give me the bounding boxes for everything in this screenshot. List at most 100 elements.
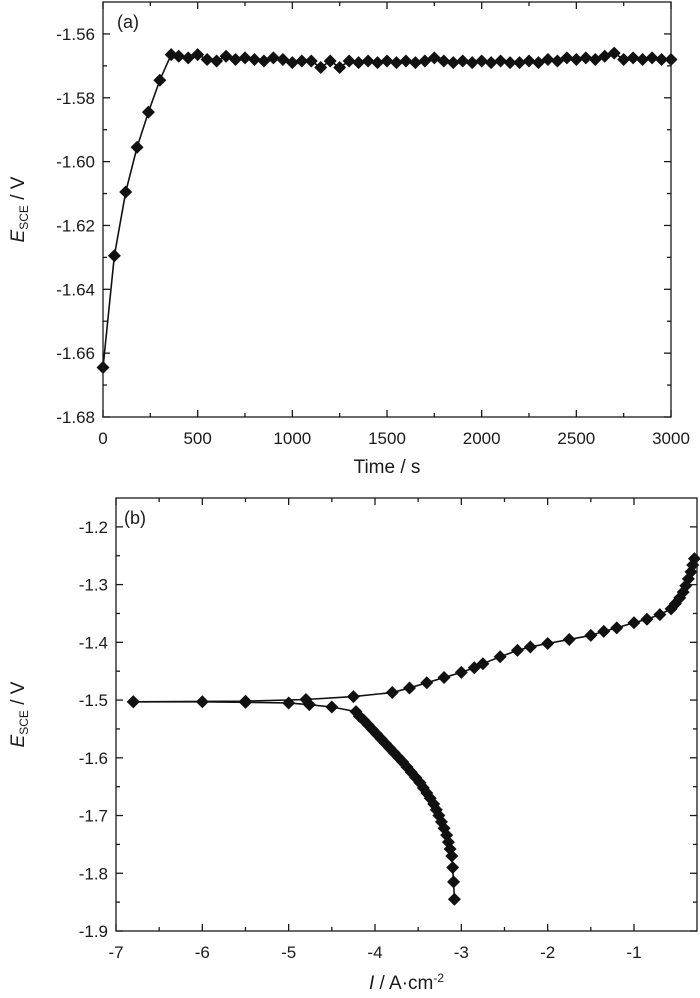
x-tick-label: 3000: [652, 429, 690, 448]
data-point-marker: [584, 628, 598, 642]
data-point-marker: [522, 54, 536, 68]
data-point-marker: [141, 105, 155, 119]
data-point-marker: [342, 54, 356, 68]
data-point-marker: [503, 56, 517, 70]
x-axis: -7 -6 -5 -4 -3 -2 -1: [108, 498, 642, 962]
data-point-marker: [523, 640, 537, 654]
data-point-marker: [541, 52, 555, 66]
data-point-marker: [627, 616, 641, 630]
data-point-marker: [266, 51, 280, 65]
data-point-marker: [645, 51, 659, 65]
data-point-marker: [636, 52, 650, 66]
data-point-marker: [626, 51, 640, 65]
data-point-marker: [597, 624, 611, 638]
data-point-marker: [408, 56, 422, 70]
y-tick-label: -1.68: [56, 408, 95, 427]
data-point-marker: [562, 632, 576, 646]
x-tick-label: -6: [195, 943, 210, 962]
data-point-marker: [371, 56, 385, 70]
data-point-marker: [299, 692, 313, 706]
data-point-marker: [569, 52, 583, 66]
data-point-marker: [295, 54, 309, 68]
data-point-marker: [475, 54, 489, 68]
y-axis: -1.9 -1.8 -1.7 -1.6 -1.5 -1.4 -1.3 -1.2: [79, 518, 697, 941]
x-tick-label: -2: [540, 943, 555, 962]
data-point-marker: [640, 612, 654, 626]
data-point-marker: [610, 621, 624, 635]
x-axis-title-superscript: -2: [433, 971, 444, 985]
series-line: [102, 52, 671, 368]
y-axis-title-subscript: SCE: [17, 710, 31, 735]
data-point-marker: [456, 54, 470, 68]
series-group: [126, 552, 700, 906]
data-point-marker: [447, 892, 461, 906]
data-point-marker: [285, 56, 299, 70]
y-axis: -1.68 -1.66 -1.64 -1.62 -1.60 -1.58 -1.56: [56, 25, 671, 427]
y-axis-title-symbol: E: [8, 229, 29, 242]
x-tick-label: 1500: [368, 429, 406, 448]
data-point-marker: [238, 694, 252, 708]
data-point-marker: [200, 52, 214, 66]
data-point-marker: [247, 52, 261, 66]
y-axis-title-unit: / V: [8, 176, 29, 205]
data-point-marker: [389, 56, 403, 70]
data-point-marker: [130, 140, 144, 154]
y-tick-label: -1.5: [79, 691, 108, 710]
chart-panel-b: -7 -6 -5 -4 -3 -2 -1 -1.9-1.8-1.7-1.6-1.5-1.4-…: [8, 497, 700, 994]
x-axis: 0 500 1000 1500 2000 2500 3000: [98, 2, 690, 448]
data-point-marker: [420, 676, 434, 690]
x-tick-label: -4: [367, 943, 382, 962]
y-tick-label: -1.3: [79, 576, 108, 595]
chart-panel-a: 0 500 1000 1500 2000 2500 3000 -1.68 -1.66 -1.64…: [8, 1, 690, 478]
x-tick-label: -3: [454, 943, 469, 962]
x-axis-title-symbol: I: [369, 973, 375, 994]
data-point-marker: [380, 54, 394, 68]
x-tick-label: 0: [98, 429, 107, 448]
data-point-marker: [333, 60, 347, 74]
data-point-marker: [446, 56, 460, 70]
panel-label: (b): [124, 508, 146, 528]
data-point-marker: [653, 608, 667, 622]
data-point-marker: [385, 686, 399, 700]
data-point-marker: [579, 51, 593, 65]
y-tick-label: -1.4: [79, 633, 108, 652]
data-point-marker: [484, 56, 498, 70]
data-point-marker: [346, 690, 360, 704]
data-point-marker: [560, 51, 574, 65]
data-point-marker: [513, 56, 527, 70]
x-tick-label: -5: [281, 943, 296, 962]
data-point-marker: [361, 54, 375, 68]
series-line: [133, 700, 456, 900]
data-point-marker: [172, 49, 186, 63]
x-tick-label: 1000: [273, 429, 311, 448]
series-group: [96, 46, 678, 375]
y-tick-label: -1.6: [79, 749, 108, 768]
series-line: [133, 558, 696, 703]
x-tick-label: -7: [108, 943, 123, 962]
data-point-marker: [454, 665, 468, 679]
data-point-marker: [493, 650, 507, 664]
data-point-marker: [282, 696, 296, 710]
x-tick-label: 500: [183, 429, 211, 448]
y-tick-label: -1.7: [79, 807, 108, 826]
data-point-marker: [304, 54, 318, 68]
data-point-marker: [126, 695, 140, 709]
panel-label: (a): [117, 12, 139, 32]
y-axis-title: ESCE / V: [8, 681, 31, 747]
data-point-marker: [446, 860, 460, 874]
y-tick-label: -1.56: [56, 25, 95, 44]
data-point-marker: [607, 46, 621, 60]
data-point-marker: [437, 671, 451, 685]
y-axis-title: ESCE / V: [8, 176, 31, 242]
y-tick-label: -1.8: [79, 864, 108, 883]
data-point-marker: [541, 636, 555, 650]
data-point-marker: [465, 56, 479, 70]
y-tick-label: -1.66: [56, 344, 95, 363]
y-tick-label: -1.64: [56, 280, 95, 299]
y-tick-label: -1.60: [56, 153, 95, 172]
y-tick-label: -1.2: [79, 518, 108, 537]
data-point-marker: [352, 56, 366, 70]
x-axis-title-unit: / A·cm: [374, 973, 433, 994]
data-point-marker: [399, 54, 413, 68]
